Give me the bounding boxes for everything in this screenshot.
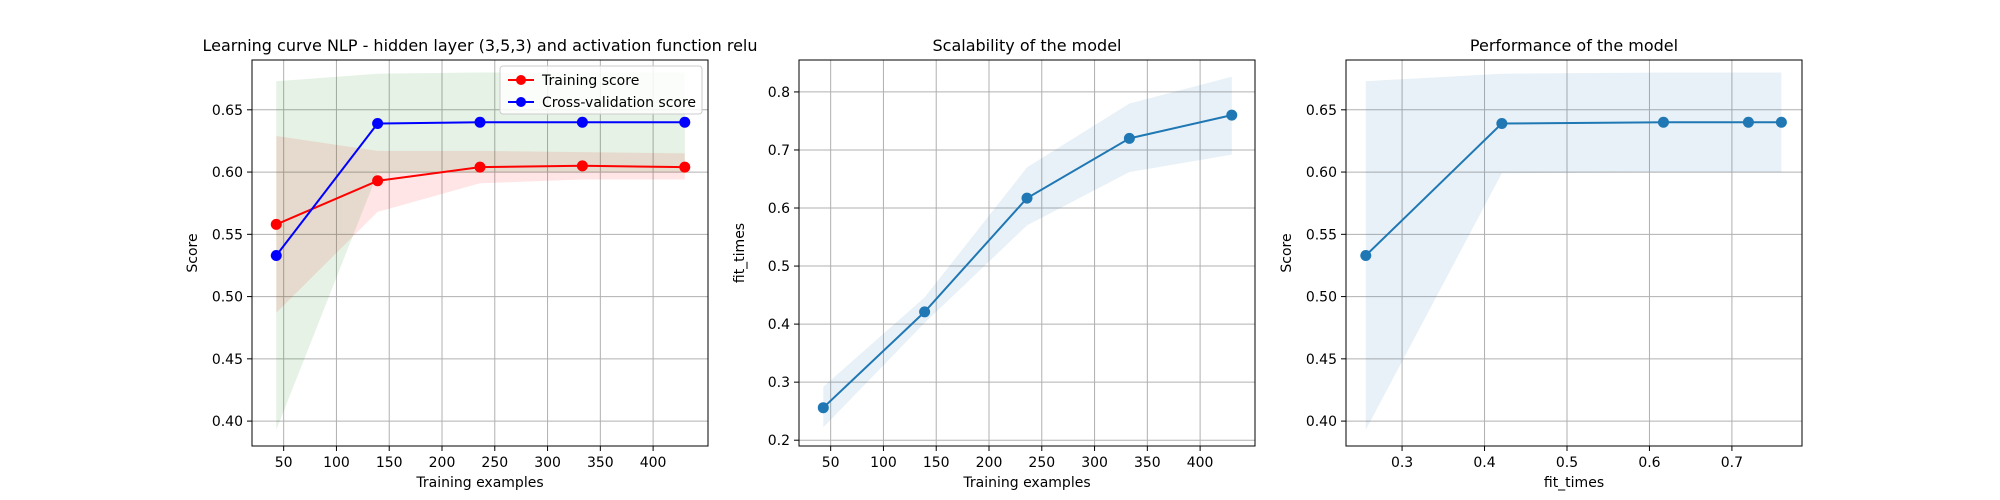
y-tick-label: 0.45 [1306, 352, 1337, 368]
data-point [372, 118, 384, 130]
x-tick-label: 100 [323, 455, 350, 471]
y-tick-label: 0.40 [212, 414, 243, 430]
x-tick-label: 0.7 [1721, 455, 1743, 471]
y-axis-label: fit_times [732, 223, 748, 283]
x-tick-label: 250 [1028, 455, 1055, 471]
x-tick-label: 150 [923, 455, 950, 471]
y-tick-label: 0.60 [212, 165, 243, 181]
x-tick-label: 150 [376, 455, 403, 471]
data-point [1496, 118, 1508, 130]
x-tick-label: 300 [534, 455, 561, 471]
y-tick-label: 0.4 [768, 317, 790, 333]
data-point [576, 116, 588, 128]
x-tick-label: 0.5 [1556, 455, 1578, 471]
y-tick-label: 0.45 [212, 352, 243, 368]
chart-3: 0.3 0.4 0.5 0.6 0.7 0.40 0.45 0.50 0.55 0.60 0.65 P… [1279, 36, 1803, 491]
data-point [817, 402, 829, 414]
data-point [1226, 109, 1238, 121]
y-tick-label: 0.2 [768, 433, 790, 449]
x-tick-label: 400 [1187, 455, 1214, 471]
data-point [1021, 192, 1033, 204]
y-tick-label: 0.65 [212, 103, 243, 119]
y-tick-label: 0.65 [1306, 103, 1337, 119]
chart-title: Learning curve NLP - hidden layer (3,5,3… [202, 36, 757, 55]
axes-frame [1345, 59, 1803, 447]
data-point [270, 249, 282, 261]
x-tick-label: 350 [1134, 455, 1161, 471]
confidence-band [1365, 72, 1782, 430]
confidence-band [823, 76, 1232, 428]
x-tick-label: 0.3 [1391, 455, 1413, 471]
y-tick-label: 0.6 [768, 201, 790, 217]
x-tick-label: 0.4 [1473, 455, 1495, 471]
x-tick-label: 0.6 [1638, 455, 1660, 471]
legend: Training score Cross-validation score [499, 65, 703, 115]
data-point [474, 116, 486, 128]
y-axis-label: Score [185, 233, 201, 272]
y-tick-label: 0.55 [212, 227, 243, 243]
data-point [1775, 116, 1787, 128]
chart-title: Scalability of the model [933, 36, 1122, 55]
data-point [1360, 249, 1372, 261]
y-tick-label: 0.7 [768, 143, 790, 159]
axes-frame [251, 59, 709, 447]
chart-2: 50 100 150 200 250 300 350 400 0.2 0.3 0.4 0.5 0.6 0.… [732, 36, 1256, 491]
data-point [679, 161, 691, 173]
legend-label: Cross-validation score [542, 95, 696, 111]
legend-marker [516, 75, 526, 85]
x-axis-label: fit_times [1544, 475, 1604, 491]
data-point [270, 218, 282, 230]
x-tick-label: 200 [429, 455, 456, 471]
x-tick-label: 200 [976, 455, 1003, 471]
data-point [1657, 116, 1669, 128]
x-tick-label: 250 [481, 455, 508, 471]
data-point [372, 175, 384, 187]
x-tick-label: 50 [275, 455, 293, 471]
y-tick-label: 0.5 [768, 259, 790, 275]
x-tick-label: 400 [640, 455, 667, 471]
data-point [919, 306, 931, 318]
x-axis-label: Training examples [415, 475, 543, 491]
legend-marker [516, 97, 526, 107]
legend-label: Training score [541, 73, 639, 89]
data-point [1123, 132, 1135, 144]
x-tick-label: 300 [1081, 455, 1108, 471]
y-axis-label: Score [1279, 233, 1295, 272]
axes-frame [798, 59, 1256, 447]
x-tick-label: 350 [587, 455, 614, 471]
y-tick-label: 0.55 [1306, 227, 1337, 243]
x-tick-label: 50 [822, 455, 840, 471]
y-tick-label: 0.60 [1306, 165, 1337, 181]
data-point [576, 160, 588, 172]
y-tick-label: 0.50 [1306, 290, 1337, 306]
data-point [679, 116, 691, 128]
y-tick-label: 0.8 [768, 85, 790, 101]
y-tick-label: 0.40 [1306, 414, 1337, 430]
data-point [1742, 116, 1754, 128]
y-tick-label: 0.3 [768, 375, 790, 391]
x-axis-label: Training examples [962, 475, 1090, 491]
y-tick-label: 0.50 [212, 290, 243, 306]
data-point [474, 161, 486, 173]
chart-1: 50 100 150 200 250 300 350 400 0.40 0.45 0.50 0.55 0… [185, 36, 758, 491]
legend-box [499, 65, 703, 115]
chart-title: Performance of the model [1470, 36, 1678, 55]
x-tick-label: 100 [870, 455, 897, 471]
